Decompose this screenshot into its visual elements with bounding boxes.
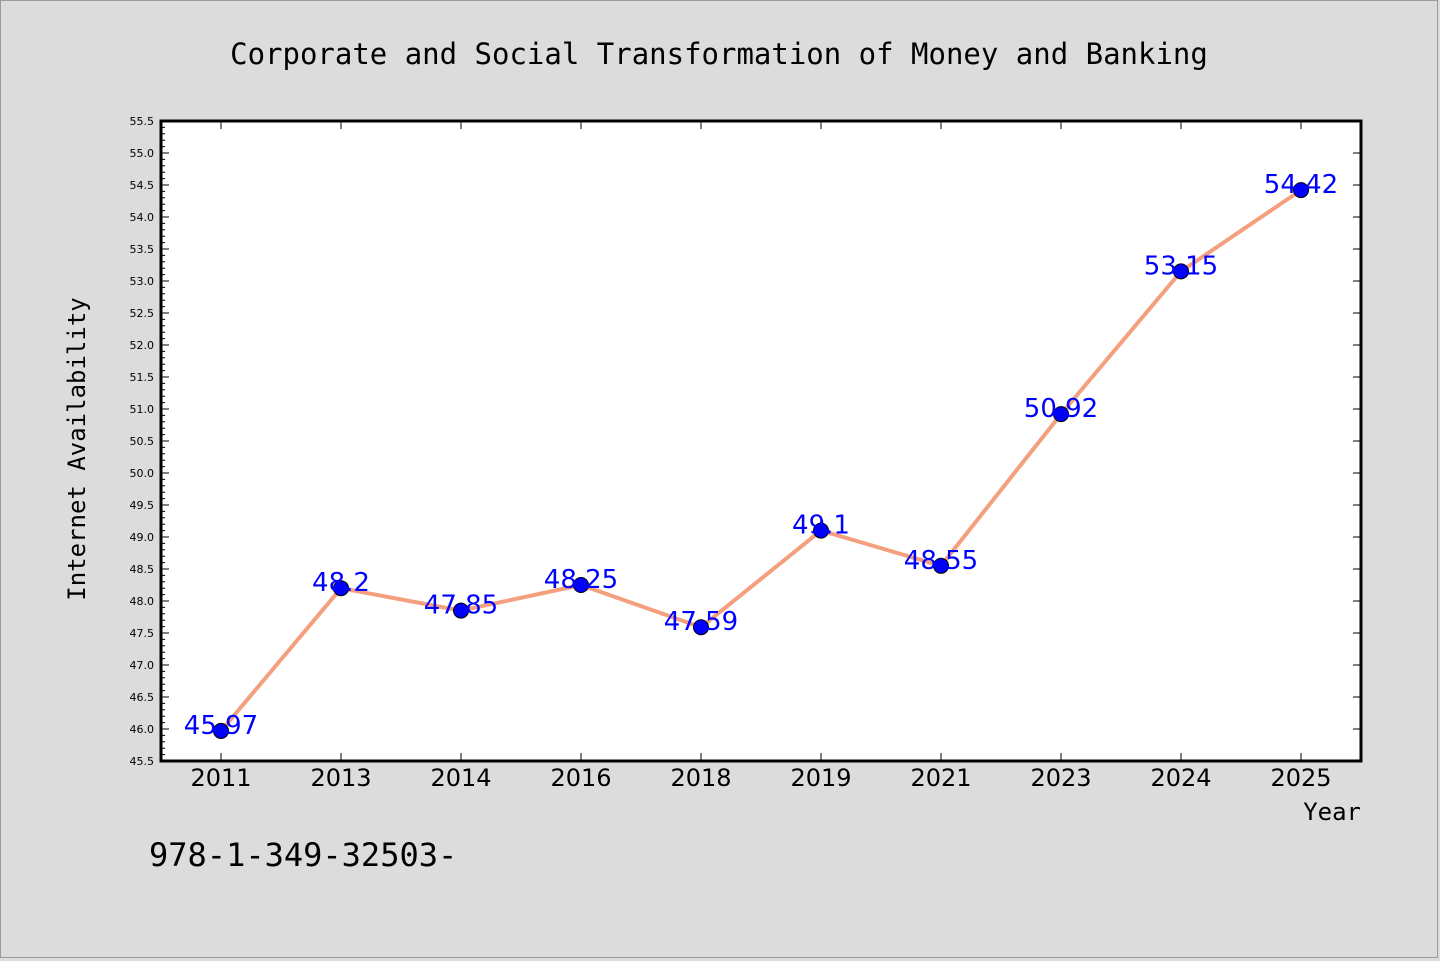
y-tick-label: 53.0 bbox=[130, 275, 155, 288]
x-tick-label: 2013 bbox=[310, 764, 371, 792]
y-tick-label: 55.0 bbox=[130, 147, 155, 160]
y-tick-label: 45.5 bbox=[130, 755, 155, 768]
data-point-2016 bbox=[573, 577, 589, 593]
data-label-2014: 47.85 bbox=[424, 591, 498, 621]
data-label-2024: 53.15 bbox=[1144, 251, 1218, 281]
y-tick-label: 49.0 bbox=[130, 531, 155, 544]
x-tick-label: 2018 bbox=[670, 764, 731, 792]
y-axis: 45.5 46.0 46.5 47.0 47.5 48.0 48.5 49.0 49.5 50.0… bbox=[130, 115, 1361, 768]
x-axis: 2011 2013 2014 2016 2018 2019 2021 2023 2024 2025 bbox=[190, 121, 1332, 792]
plot-area bbox=[159, 119, 1363, 763]
y-tick-label: 51.0 bbox=[130, 403, 155, 416]
x-tick-label: 2023 bbox=[1030, 764, 1091, 792]
data-point-2014 bbox=[453, 602, 469, 619]
x-axis-label: Year bbox=[1303, 798, 1361, 826]
y-tick-label: 50.0 bbox=[130, 467, 155, 480]
x-tick-label: 2016 bbox=[550, 764, 611, 792]
y-tick-label: 49.5 bbox=[130, 499, 155, 512]
y-tick-label: 53.5 bbox=[130, 243, 155, 256]
y-tick-label: 47.0 bbox=[130, 659, 155, 672]
y-tick-label: 55.5 bbox=[130, 115, 155, 128]
chart-title: Corporate and Social Transformation of M… bbox=[230, 37, 1208, 71]
x-tick-label: 2014 bbox=[430, 764, 491, 792]
x-tick-label: 2021 bbox=[910, 764, 971, 792]
y-tick-label: 48.0 bbox=[130, 595, 155, 608]
y-tick-label: 54.0 bbox=[130, 211, 155, 224]
data-label-2023: 50.92 bbox=[1024, 394, 1098, 424]
y-tick-label: 52.0 bbox=[130, 339, 155, 352]
data-label-2011: 45.97 bbox=[184, 711, 258, 741]
data-point-2025 bbox=[1293, 182, 1309, 199]
data-label-2013: 48.2 bbox=[312, 568, 370, 598]
y-tick-label: 54.5 bbox=[130, 179, 155, 192]
data-point-2013 bbox=[333, 580, 349, 597]
y-tick-label: 46.5 bbox=[130, 691, 155, 704]
x-tick-label: 2025 bbox=[1270, 764, 1331, 792]
data-label-2019: 49.1 bbox=[792, 511, 850, 541]
data-label-2018: 47.59 bbox=[664, 607, 738, 637]
series-group: 45.97 48.2 47.85 48.25 47.59 49.1 48.55 50.92 53… bbox=[184, 170, 1338, 741]
data-label-2025: 54.42 bbox=[1264, 170, 1338, 200]
x-tick-label: 2024 bbox=[1150, 764, 1211, 792]
y-tick-label: 50.5 bbox=[130, 435, 155, 448]
x-tick-label: 2011 bbox=[190, 764, 251, 792]
x-tick-label: 2019 bbox=[790, 764, 851, 792]
data-label-2021: 48.55 bbox=[904, 546, 978, 576]
data-point-2021 bbox=[933, 557, 949, 574]
data-label-2016: 48.25 bbox=[544, 565, 618, 595]
data-point-2011 bbox=[213, 722, 229, 739]
y-tick-label: 48.5 bbox=[130, 563, 155, 576]
data-point-2023 bbox=[1053, 406, 1069, 423]
data-point-2019 bbox=[813, 522, 829, 539]
data-point-2024 bbox=[1173, 263, 1189, 280]
footnote-isbn: 978-1-349-32503- bbox=[149, 836, 457, 874]
y-tick-label: 46.0 bbox=[130, 723, 155, 736]
y-tick-label: 47.5 bbox=[130, 627, 155, 640]
y-axis-label: Internet Availability bbox=[63, 297, 91, 600]
data-point-2018 bbox=[693, 619, 709, 636]
series-line bbox=[219, 188, 1303, 733]
y-tick-label: 51.5 bbox=[130, 371, 155, 384]
y-tick-label: 52.5 bbox=[130, 307, 155, 320]
